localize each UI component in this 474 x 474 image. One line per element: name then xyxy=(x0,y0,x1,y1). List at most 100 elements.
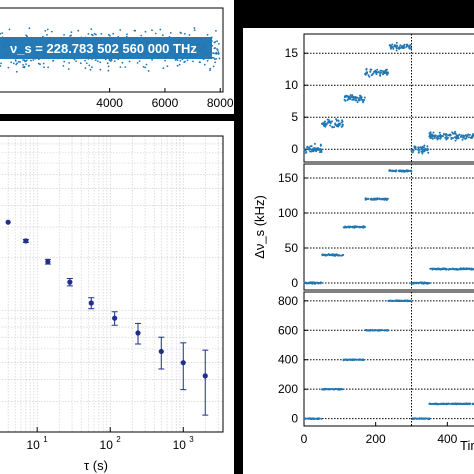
steps-point xyxy=(428,417,431,420)
steps-bottom-axes xyxy=(303,291,474,427)
steps-point xyxy=(410,149,413,152)
steps-point xyxy=(343,98,346,101)
steps-point xyxy=(395,299,398,302)
time-series-point xyxy=(214,61,217,64)
steps-point xyxy=(310,148,313,151)
steps-point xyxy=(436,135,439,138)
steps-point xyxy=(375,197,378,200)
time-series-point xyxy=(144,66,147,69)
steps-point xyxy=(308,146,311,149)
time-series-point xyxy=(142,65,145,68)
steps-point xyxy=(364,329,367,332)
steps-point xyxy=(455,268,458,270)
time-series-point xyxy=(25,63,27,65)
time-series-point xyxy=(94,59,97,61)
steps-point xyxy=(360,226,363,229)
time-series-point xyxy=(218,57,221,60)
steps-point xyxy=(353,98,355,101)
steps-point xyxy=(397,47,400,50)
steps-point xyxy=(388,169,391,172)
time-series-point xyxy=(89,68,92,71)
steps-point xyxy=(337,123,340,126)
steps-point xyxy=(453,136,456,139)
steps-point xyxy=(308,148,311,151)
time-series-point xyxy=(79,62,82,65)
steps-point xyxy=(359,358,362,361)
steps-point xyxy=(400,300,403,302)
steps-point xyxy=(363,96,366,99)
allan-point xyxy=(88,300,94,306)
steps-point xyxy=(333,126,336,129)
steps-point xyxy=(383,198,386,201)
steps-point xyxy=(325,388,328,391)
time-series-point xyxy=(206,33,209,36)
allan-point xyxy=(112,315,118,321)
allan-x-tick-exponent: 3 xyxy=(189,435,194,444)
time-series-point xyxy=(96,60,99,63)
steps-point xyxy=(390,47,392,50)
steps-point xyxy=(467,133,470,136)
steps-point xyxy=(394,45,397,48)
time-series-point xyxy=(124,66,127,68)
time-series-point xyxy=(184,60,186,63)
steps-y-tick-label: 400 xyxy=(278,353,298,367)
steps-point xyxy=(324,120,326,123)
steps-point xyxy=(460,134,463,137)
time-series-point xyxy=(70,31,73,33)
steps-point xyxy=(417,151,420,154)
steps-point xyxy=(435,268,438,271)
steps-middle-axes xyxy=(303,163,474,291)
time-series-point xyxy=(0,62,2,65)
time-series-point xyxy=(25,34,27,37)
steps-point xyxy=(403,299,406,302)
time-series-point xyxy=(99,61,102,64)
time-series-point xyxy=(68,62,71,64)
steps-point xyxy=(346,99,349,101)
time-series-point xyxy=(140,34,143,37)
steps-point xyxy=(344,226,347,229)
steps-point xyxy=(409,47,412,50)
steps-point xyxy=(455,135,458,138)
steps-point xyxy=(335,118,338,121)
time-series-point xyxy=(8,28,11,31)
steps-point xyxy=(312,417,315,420)
steps-point xyxy=(331,253,334,256)
steps-point xyxy=(356,225,359,228)
steps-point xyxy=(379,329,382,332)
time-series-point xyxy=(159,28,162,31)
steps-point xyxy=(432,131,435,134)
time-series-point xyxy=(46,28,49,31)
steps-point xyxy=(378,198,381,200)
time-series-point xyxy=(106,62,109,65)
time-series-point xyxy=(218,42,220,45)
time-series-point xyxy=(147,70,150,72)
steps-point xyxy=(414,147,417,149)
time-series-x-tick-label: 4000 xyxy=(96,96,123,110)
steps-point xyxy=(379,74,382,76)
steps-y-label: Δν_s (kHz) xyxy=(252,195,267,259)
steps-top-axes xyxy=(303,33,474,163)
allan-x-tick-exponent: 1 xyxy=(43,435,48,444)
steps-x-tick-label: 0 xyxy=(301,432,308,446)
steps-point xyxy=(422,146,425,149)
time-series-point xyxy=(145,63,148,66)
steps-point xyxy=(324,122,327,125)
time-series-point xyxy=(63,34,65,36)
time-series-point xyxy=(161,34,164,37)
time-series-point xyxy=(1,32,4,34)
steps-point xyxy=(461,268,464,271)
time-series-x-tick-label: 6000 xyxy=(152,96,179,110)
steps-point xyxy=(351,96,354,98)
time-series-point xyxy=(176,59,179,62)
steps-point xyxy=(415,281,418,284)
steps-point xyxy=(381,198,384,201)
time-series-point xyxy=(179,31,182,34)
time-series-point xyxy=(91,66,93,69)
steps-point xyxy=(436,403,438,406)
steps-point xyxy=(379,69,382,72)
steps-point xyxy=(426,417,429,420)
steps-point xyxy=(431,137,434,140)
time-series-point xyxy=(198,61,201,63)
time-series-point xyxy=(144,30,147,33)
steps-point xyxy=(349,94,352,97)
